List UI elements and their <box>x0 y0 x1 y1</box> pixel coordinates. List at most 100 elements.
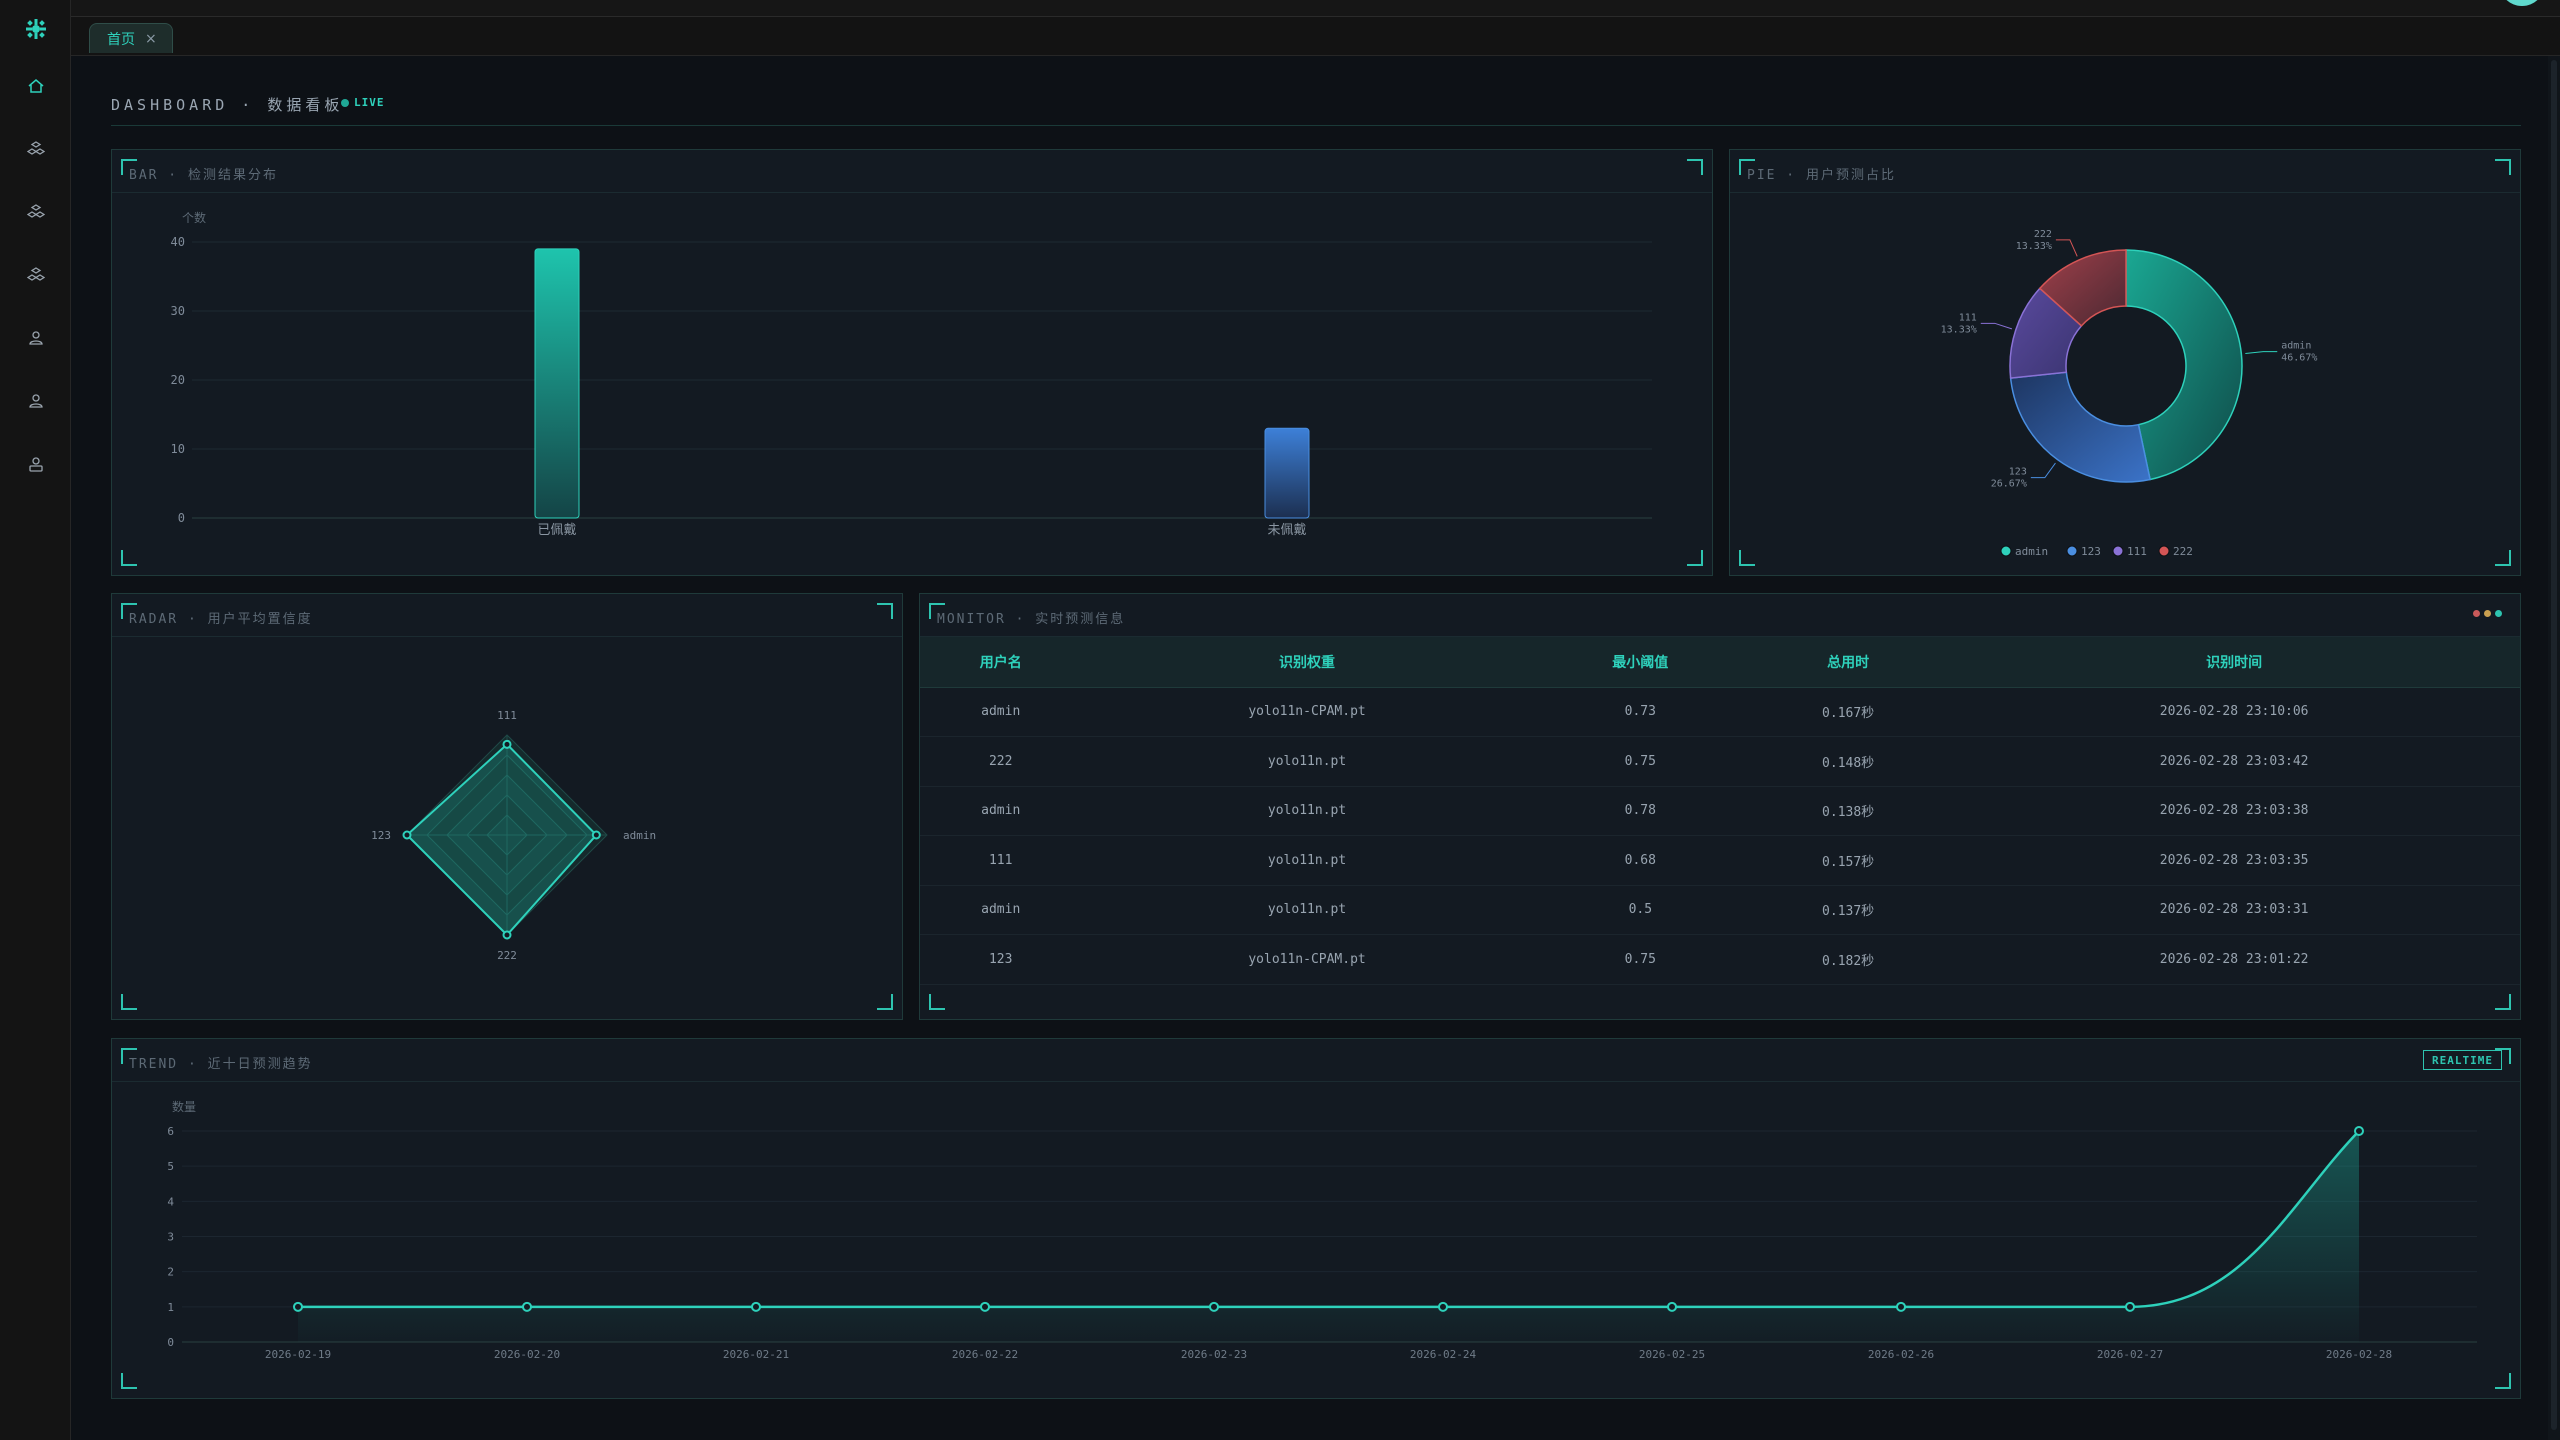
pie-slice <box>2125 249 2243 481</box>
radar-point <box>502 930 512 940</box>
radar-point <box>591 830 601 840</box>
y-tick-label: 10 <box>171 442 185 456</box>
table-cell: 0.182秒 <box>1747 934 1949 985</box>
tab-label: 首页 <box>107 31 135 48</box>
x-tick-label: 未佩戴 <box>1267 523 1306 538</box>
y-axis-label: 个数 <box>182 210 206 225</box>
panel-header: PIE · 用户预测占比 <box>1730 150 2520 193</box>
x-tick-label: 2026-02-27 <box>2097 1348 2163 1361</box>
y-tick-label: 6 <box>167 1125 174 1138</box>
pie-label: 111 <box>1959 312 1977 323</box>
legend-label: 123 <box>2081 545 2101 558</box>
sidebar-item-detect-camera[interactable] <box>0 249 71 301</box>
panel-header: MONITOR · 实时预测信息 <box>920 594 2520 637</box>
y-tick-label: 1 <box>167 1301 174 1314</box>
table-cell: 0.75 <box>1532 934 1748 985</box>
pie-label: admin <box>2281 341 2311 352</box>
table-row[interactable]: admin yolo11n-CPAM.pt 0.73 0.167秒 2026-02-28… <box>920 687 2520 737</box>
legend-marker <box>2158 545 2170 557</box>
x-tick-label: 2026-02-25 <box>1639 1348 1705 1361</box>
corner-decoration <box>121 603 137 619</box>
trend-point <box>522 1301 532 1312</box>
sidebar-item-users[interactable] <box>0 375 71 427</box>
sidebar-item-home[interactable] <box>0 60 71 112</box>
y-tick-label: 20 <box>171 373 185 387</box>
user-icon <box>28 331 43 345</box>
page-title: DASHBOARD · 数据看板 <box>111 96 344 114</box>
table-cell: 2026-02-28 23:03:42 <box>1948 736 2520 787</box>
radar-point <box>502 739 512 749</box>
radar-chart: 111 admin 222 123 <box>371 709 656 962</box>
table-row[interactable]: 123 yolo11n-CPAM.pt 0.75 0.182秒 2026-02-28 2… <box>920 934 2520 985</box>
pie-leader-line <box>1980 322 2013 330</box>
table-cell: 123 <box>920 934 1082 985</box>
table-row[interactable]: 222 yolo11n.pt 0.75 0.148秒 2026-02-28 23:03:… <box>920 736 2520 787</box>
trend-panel: TREND · 近十日预测趋势 REALTIME 数量 0 1 2 3 4 5 6 2026-0… <box>111 1038 2521 1399</box>
close-icon[interactable]: × <box>145 30 157 47</box>
table-row[interactable]: admin yolo11n.pt 0.78 0.138秒 2026-02-28 23:0… <box>920 786 2520 836</box>
trend-point <box>980 1301 990 1312</box>
panel-title: BAR · 检测结果分布 <box>129 168 278 183</box>
y-tick-label: 0 <box>178 511 185 525</box>
scrollbar[interactable] <box>2548 56 2560 1440</box>
x-tick-label: 2026-02-24 <box>1410 1348 1477 1361</box>
table-cell: admin <box>920 687 1082 737</box>
logo-icon <box>22 15 50 43</box>
sidebar-item-profile[interactable] <box>0 438 71 490</box>
corner-decoration <box>2495 994 2511 1010</box>
pie-percent-label: 26.67% <box>1991 479 2027 490</box>
home-icon <box>28 79 43 93</box>
prediction-table: 用户名 识别权重 最小阈值 总用时 识别时间 admin yolo11n-CPAM… <box>920 637 2520 985</box>
realtime-badge: REALTIME <box>2423 1050 2502 1070</box>
pie-leader-line <box>2245 351 2278 354</box>
panel-title: MONITOR · 实时预测信息 <box>937 612 1126 627</box>
y-tick-label: 0 <box>167 1336 174 1349</box>
x-tick-label: 2026-02-19 <box>265 1348 331 1361</box>
corner-decoration <box>121 550 137 566</box>
sidebar-item-user[interactable] <box>0 312 71 364</box>
pie-slice <box>2038 249 2127 327</box>
pie-label: 123 <box>2009 467 2027 478</box>
panel-title: TREND · 近十日预测趋势 <box>129 1057 313 1072</box>
y-tick-label: 2 <box>167 1266 174 1279</box>
y-tick-label: 4 <box>167 1195 174 1208</box>
table-cell: 0.137秒 <box>1747 885 1949 935</box>
table-cell: 0.5 <box>1532 885 1748 935</box>
table-cell: 2026-02-28 23:03:35 <box>1948 835 2520 886</box>
table-cell: yolo11n.pt <box>1081 736 1533 787</box>
table-cell: 0.138秒 <box>1747 786 1949 836</box>
scrollbar-thumb[interactable] <box>2551 60 2557 1430</box>
panel-header: RADAR · 用户平均置信度 <box>112 594 902 637</box>
corner-decoration <box>121 994 137 1010</box>
table-cell: 2026-02-28 23:03:38 <box>1948 786 2520 836</box>
corner-decoration <box>1687 159 1703 175</box>
pie-percent-label: 13.33% <box>1941 324 1977 335</box>
table-cell: admin <box>920 786 1082 836</box>
legend-marker <box>2066 545 2078 557</box>
table-cell: yolo11n-CPAM.pt <box>1081 687 1533 737</box>
sidebar-item-detect-image[interactable] <box>0 123 71 175</box>
table-row[interactable]: admin yolo11n.pt 0.5 0.137秒 2026-02-28 23:03… <box>920 885 2520 935</box>
user-icon <box>28 394 43 408</box>
legend-label: 111 <box>2127 545 2147 558</box>
pie-leader-line <box>2030 462 2056 479</box>
corner-decoration <box>877 994 893 1010</box>
x-tick-label: 已佩戴 <box>537 523 576 538</box>
table-cell: 2026-02-28 23:03:31 <box>1948 885 2520 935</box>
pie-panel: PIE · 用户预测占比 admin 46.67% 123 26.67% 111 13.3… <box>1729 149 2521 576</box>
y-tick-label: 3 <box>167 1231 174 1244</box>
page-header: DASHBOARD · 数据看板 LIVE <box>111 92 2521 126</box>
column-header: 识别权重 <box>1081 637 1533 688</box>
column-header: 识别时间 <box>1948 637 2520 688</box>
table-row[interactable]: 111 yolo11n.pt 0.68 0.157秒 2026-02-28 23:03:… <box>920 835 2520 886</box>
cubes-icon <box>26 141 45 155</box>
sidebar-item-detect-video[interactable] <box>0 186 71 238</box>
avatar[interactable] <box>2499 0 2545 6</box>
panel-title: PIE · 用户预测占比 <box>1747 168 1896 183</box>
tab-home[interactable]: 首页 × <box>89 23 173 53</box>
table-cell: 0.75 <box>1532 736 1748 787</box>
y-tick-label: 5 <box>167 1160 174 1173</box>
window-dots <box>2473 610 2502 617</box>
radar-axis-label: 222 <box>497 949 517 962</box>
dot-icon <box>2495 610 2502 617</box>
